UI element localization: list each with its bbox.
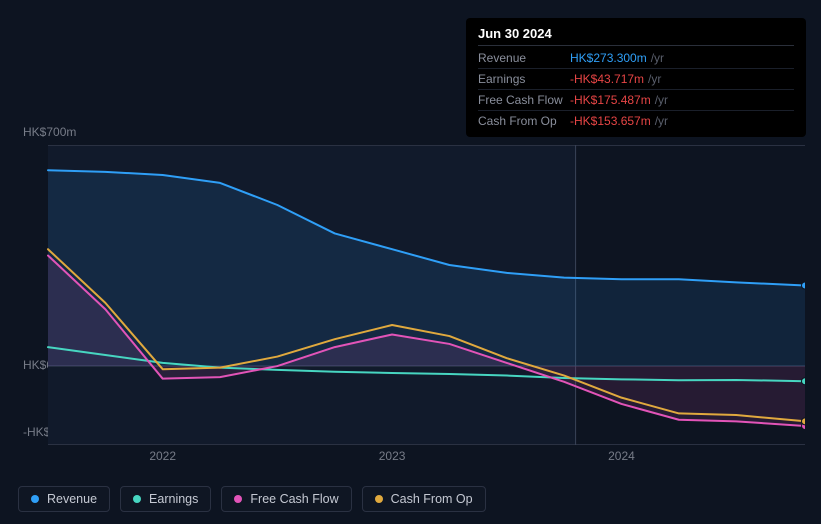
x-axis-label: 2024 (608, 449, 635, 463)
tooltip-row: Earnings-HK$43.717m/yr (478, 69, 794, 90)
tooltip-row-unit: /yr (651, 51, 664, 65)
tooltip-row-label: Revenue (478, 51, 570, 65)
legend-label: Free Cash Flow (250, 492, 338, 506)
tooltip-row-unit: /yr (648, 72, 661, 86)
legend-dot-icon (31, 495, 39, 503)
y-axis-label: HK$700m (23, 125, 76, 139)
legend-dot-icon (133, 495, 141, 503)
tooltip-row: Cash From Op-HK$153.657m/yr (478, 111, 794, 131)
legend-label: Revenue (47, 492, 97, 506)
legend-dot-icon (234, 495, 242, 503)
tooltip-date: Jun 30 2024 (478, 26, 794, 46)
tooltip-row: RevenueHK$273.300m/yr (478, 48, 794, 69)
legend-item-revenue[interactable]: Revenue (18, 486, 110, 512)
tooltip-row-unit: /yr (655, 114, 668, 128)
chart-legend: Revenue Earnings Free Cash Flow Cash From O… (18, 486, 486, 512)
tooltip-row-unit: /yr (655, 93, 668, 107)
tooltip-row-label: Free Cash Flow (478, 93, 570, 107)
x-axis-label: 2022 (149, 449, 176, 463)
financial-chart[interactable]: 202220232024 (18, 145, 805, 445)
tooltip-row: Free Cash Flow-HK$175.487m/yr (478, 90, 794, 111)
tooltip-row-value: HK$273.300m (570, 51, 647, 65)
tooltip-row-label: Earnings (478, 72, 570, 86)
legend-label: Earnings (149, 492, 198, 506)
tooltip-row-value: -HK$153.657m (570, 114, 651, 128)
legend-label: Cash From Op (391, 492, 473, 506)
chart-tooltip: Jun 30 2024 RevenueHK$273.300m/yrEarning… (466, 18, 806, 137)
tooltip-row-value: -HK$175.487m (570, 93, 651, 107)
x-axis-label: 2023 (379, 449, 406, 463)
tooltip-row-value: -HK$43.717m (570, 72, 644, 86)
tooltip-row-label: Cash From Op (478, 114, 570, 128)
legend-item-earnings[interactable]: Earnings (120, 486, 211, 512)
legend-item-cash-from-op[interactable]: Cash From Op (362, 486, 486, 512)
legend-item-free-cash-flow[interactable]: Free Cash Flow (221, 486, 351, 512)
legend-dot-icon (375, 495, 383, 503)
